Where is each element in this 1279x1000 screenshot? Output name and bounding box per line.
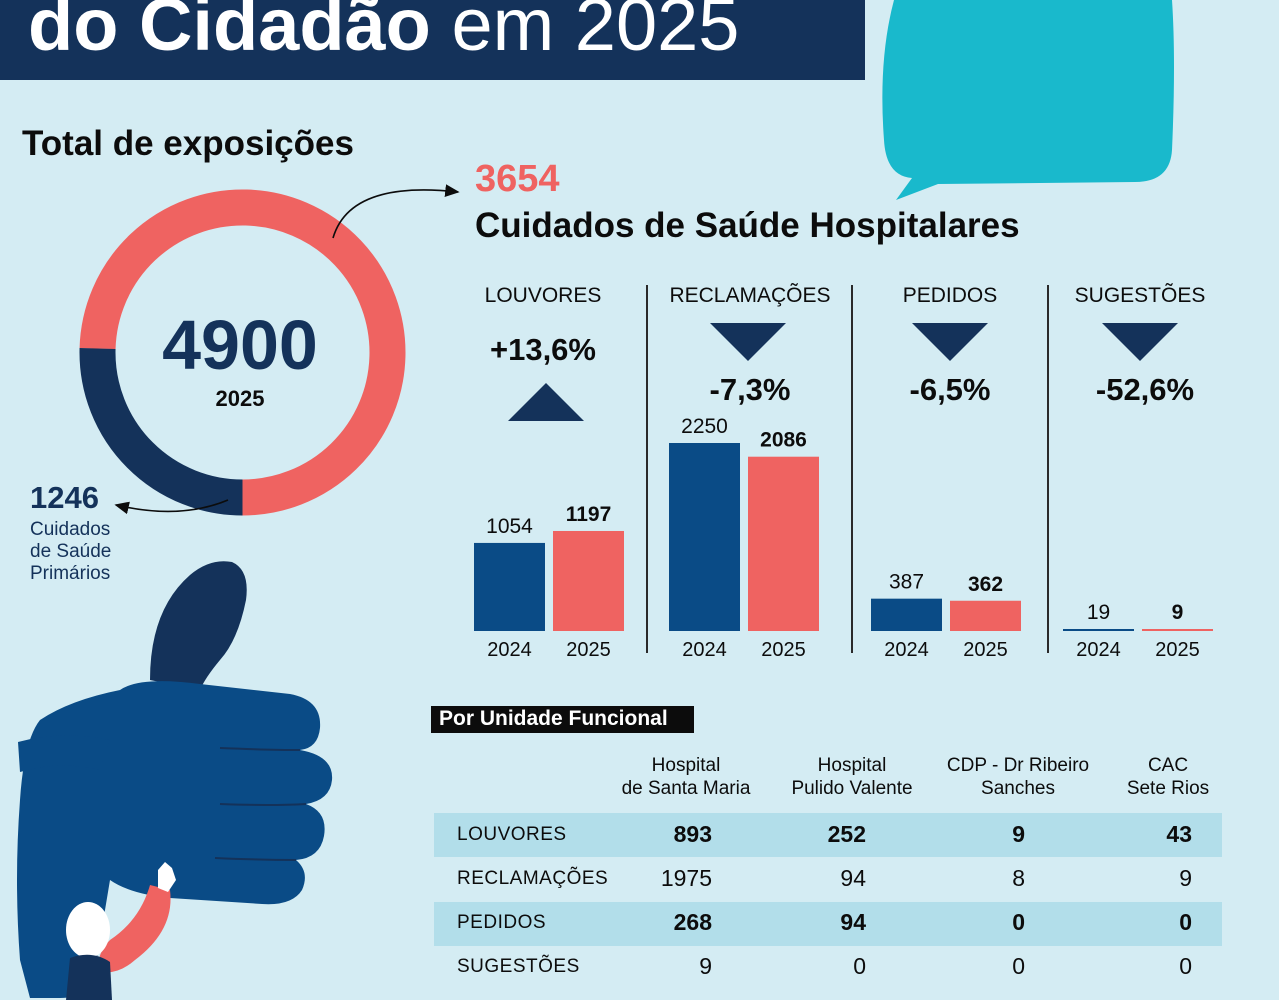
table-cell: 0 — [853, 953, 866, 979]
bar-value-label: 9 — [1172, 601, 1184, 624]
hospital-care-value: 3654 — [475, 158, 560, 200]
table-row-label: PEDIDOS — [457, 912, 547, 933]
column-header: CDP - Dr Ribeiro Sanches — [918, 754, 1118, 800]
total-label: Total de exposições — [22, 124, 354, 163]
column-header-line: Pulido Valente — [791, 778, 913, 799]
page-title: do Cidadão em 2025 — [28, 0, 739, 67]
bar-value-label: 1197 — [566, 503, 612, 526]
bar-2024 — [474, 542, 545, 631]
column-header: Hospital Pulido Valente — [752, 754, 952, 800]
donut-slice — [79, 189, 406, 516]
bar-value-label: 387 — [889, 571, 924, 594]
table-cell: 0 — [1179, 953, 1192, 979]
hospital-care-label: Cuidados de Saúde Hospitalares — [475, 206, 1020, 245]
column-header: Hospital de Santa Maria — [586, 754, 786, 800]
column-divider — [1047, 285, 1049, 653]
category-label-louvores: LOUVORES — [484, 284, 602, 307]
table-row-label: RECLAMAÇÕES — [457, 868, 609, 889]
table-cell: 9 — [1179, 865, 1192, 891]
table-cell: 1975 — [660, 865, 712, 891]
title-banner — [0, 0, 865, 80]
table-row-label: LOUVORES — [457, 824, 567, 845]
thumbs-up-illustration — [17, 561, 333, 1000]
table-cell: 9 — [1012, 821, 1025, 847]
primary-care-label-line: de Saúde — [30, 541, 112, 562]
table-cell: 268 — [673, 909, 712, 935]
bar-year-label: 2025 — [566, 639, 611, 661]
bar-2025 — [1142, 629, 1213, 631]
table-cell: 94 — [840, 909, 866, 935]
title-bold: do Cidadão — [28, 0, 431, 66]
bar-value-label: 2086 — [760, 429, 807, 452]
table-cell: 8 — [1012, 865, 1025, 891]
bar-value-label: 19 — [1087, 601, 1110, 624]
column-header-line: Hospital — [817, 755, 887, 776]
bar-year-label: 2025 — [1155, 639, 1200, 661]
change-sugestoes: -52,6% — [1095, 372, 1195, 407]
bar-year-label: 2024 — [1076, 639, 1121, 661]
triangle-up-icon — [508, 383, 584, 421]
column-header-line: CAC — [1147, 755, 1189, 776]
category-label-sugestoes: SUGESTÕES — [1074, 284, 1206, 307]
table-cell: 9 — [699, 953, 712, 979]
bar-value-label: 2250 — [681, 415, 728, 438]
triangle-down-icon — [912, 323, 988, 361]
table-row-band — [434, 902, 1222, 946]
primary-care-label-line: Cuidados — [30, 519, 111, 540]
bar-value-label: 1054 — [486, 515, 533, 538]
category-label-pedidos: PEDIDOS — [902, 284, 998, 307]
column-header-line: CDP - Dr Ribeiro — [946, 755, 1090, 776]
donut-chart — [79, 189, 406, 516]
bar-2025 — [553, 530, 624, 631]
column-divider — [646, 285, 648, 653]
table-cell: 94 — [840, 865, 866, 891]
change-louvores: +13,6% — [489, 332, 596, 367]
donut-year: 2025 — [215, 386, 265, 411]
table-cell: 0 — [1012, 953, 1025, 979]
bar-2024 — [669, 443, 740, 631]
speech-bubble-icon — [882, 0, 1174, 200]
donut-total-value: 4900 — [162, 306, 318, 384]
bar-year-label: 2025 — [963, 639, 1008, 661]
bar-2025 — [950, 600, 1021, 631]
bar-2025 — [748, 456, 819, 631]
triangle-down-icon — [710, 323, 786, 361]
triangle-down-icon — [1102, 323, 1178, 361]
column-divider — [851, 285, 853, 653]
column-header-line: Sanches — [981, 778, 1055, 799]
table-cell: 252 — [827, 821, 866, 847]
column-header-line: Hospital — [651, 755, 721, 776]
primary-care-label-line: Primários — [30, 563, 111, 584]
column-header: CAC Sete Rios — [1068, 754, 1268, 800]
bar-2024 — [871, 598, 942, 631]
table-row-label: SUGESTÕES — [457, 956, 580, 977]
table-cell: 0 — [1179, 909, 1192, 935]
primary-care-label: Cuidados de Saúde Primários — [30, 519, 170, 585]
category-label-reclamacoes: RECLAMAÇÕES — [669, 284, 831, 307]
table-cell: 893 — [673, 821, 712, 847]
column-header-line: de Santa Maria — [621, 778, 751, 799]
bar-2024 — [1063, 629, 1134, 631]
table-cell: 43 — [1166, 821, 1192, 847]
change-pedidos: -6,5% — [909, 372, 991, 407]
bar-chart: 1054 2024 1197 2025 2250 2024 2086 2025 387 2024 3… — [474, 415, 1213, 661]
table-cell: 0 — [1012, 909, 1025, 935]
bar-year-label: 2024 — [682, 639, 727, 661]
primary-care-value: 1246 — [30, 480, 99, 515]
bar-year-label: 2024 — [884, 639, 929, 661]
bar-year-label: 2024 — [487, 639, 532, 661]
column-header-line: Sete Rios — [1126, 778, 1210, 799]
table-title: Por Unidade Funcional — [431, 706, 694, 733]
change-reclamacoes: -7,3% — [709, 372, 791, 407]
bar-year-label: 2025 — [761, 639, 806, 661]
title-light: em 2025 — [451, 0, 740, 66]
table-row-band — [434, 813, 1222, 857]
bar-value-label: 362 — [968, 573, 1003, 596]
